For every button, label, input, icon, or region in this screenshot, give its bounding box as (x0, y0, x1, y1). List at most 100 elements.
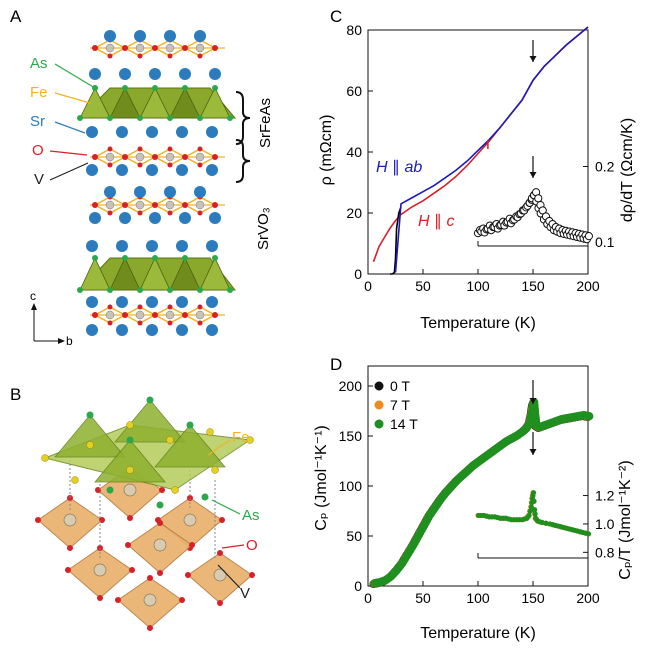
o-atom (152, 45, 158, 51)
fe-tetrahedron (169, 257, 201, 291)
sr-atom (164, 30, 176, 42)
panel-label-a: A (10, 7, 22, 26)
o-atom (67, 545, 73, 551)
o-atom (107, 162, 113, 168)
sr-atom (134, 30, 146, 42)
o-atom (167, 162, 173, 168)
o-atom (197, 210, 203, 216)
panel-label-c: C (330, 7, 342, 26)
o-atom (182, 202, 188, 208)
o-atom (197, 146, 203, 152)
as-atom (186, 421, 194, 429)
as-atom (197, 287, 203, 293)
inset-point (532, 511, 538, 517)
chart-d-plot: 0 50 100 150 200 0 50 100 150 200 0.8 1.0 1.2 (339, 365, 615, 606)
y-tick-label: 0 (354, 578, 362, 594)
sr-atom (164, 186, 176, 198)
sr-atom (116, 324, 128, 336)
sr-atom (146, 240, 158, 252)
inset-point (526, 512, 532, 519)
sr-atom (179, 68, 191, 80)
o-atom (167, 320, 173, 326)
sr-atom (176, 296, 188, 308)
x-tick-label: 0 (364, 590, 372, 606)
o-atom (189, 542, 195, 548)
o-atom (107, 304, 113, 310)
brace-srvo3 (235, 139, 251, 183)
o-atom (159, 487, 165, 493)
sr-atom (146, 324, 158, 336)
o-atom (92, 45, 98, 51)
o-atom (152, 312, 158, 318)
sr-atom (134, 186, 146, 198)
chart-c-inset-ylabel: dρ/dT (Ωcm/K) (619, 118, 636, 222)
fe-tetrahedron (199, 87, 231, 119)
pointer-o (49, 150, 88, 156)
sr-atom (89, 68, 101, 80)
v-atom (105, 200, 115, 210)
o-atom (197, 53, 203, 59)
fe-pyramid (114, 399, 186, 443)
o-atom (122, 202, 128, 208)
sr-atom (176, 126, 188, 138)
sr-atom (206, 296, 218, 308)
sr-atom (86, 164, 98, 176)
v-atom (165, 43, 175, 53)
y-tick-label: 80 (346, 22, 362, 38)
o-atom (217, 600, 223, 606)
o-atom (167, 210, 173, 216)
fe-atom (41, 454, 49, 462)
o-atom (212, 312, 218, 318)
v-atom (183, 513, 197, 527)
v-atom (165, 200, 175, 210)
crystal-structure-drawing (77, 30, 237, 336)
label-b-o: O (246, 537, 258, 554)
sr-atom (104, 186, 116, 198)
inset-point (531, 498, 537, 504)
transition-arrowhead (529, 449, 537, 455)
sr-atom (209, 212, 221, 224)
fe-atom (126, 421, 134, 429)
as-atom (182, 85, 188, 91)
o-atom (97, 595, 103, 601)
panel-b-structure: Fe As O V (35, 396, 260, 631)
v-atom (153, 538, 167, 552)
as-atom (227, 287, 233, 293)
axis-c-label: c (30, 289, 36, 303)
sr-atom (176, 324, 188, 336)
x-tick-label: 200 (576, 278, 600, 294)
inset-point (527, 508, 533, 514)
v-atom (195, 200, 205, 210)
sr-atom (116, 126, 128, 138)
o-atom (167, 146, 173, 152)
chart-c-ylabel: ρ (mΩcm) (318, 115, 335, 186)
fe-tetrahedron (169, 87, 201, 119)
perspective-structure-drawing (35, 396, 255, 631)
sr-atom (176, 164, 188, 176)
sr-atom (116, 164, 128, 176)
o-atom (122, 312, 128, 318)
as-atom (106, 486, 114, 494)
inset-y-tick-label: 0.1 (595, 234, 615, 250)
as-atom (227, 115, 233, 121)
plot-frame (367, 29, 589, 275)
panel-label-b: B (10, 385, 21, 404)
inset-point (539, 519, 545, 526)
o-atom (179, 597, 185, 603)
o-atom (65, 567, 71, 573)
pointer-fe (54, 92, 91, 104)
v-atom (165, 152, 175, 162)
y-tick-label: 50 (346, 528, 362, 544)
v-atom (135, 200, 145, 210)
x-tick-label: 100 (466, 278, 490, 294)
y-tick-label: 60 (346, 83, 362, 99)
as-atom (152, 255, 158, 261)
o-atom (92, 312, 98, 318)
label-b-fe: Fe (232, 429, 250, 446)
sr-atom (206, 164, 218, 176)
chart-c-xlabel: Temperature (K) (420, 315, 536, 332)
label-srvo3: SrVO₃ (255, 207, 272, 250)
v-atom (165, 310, 175, 320)
v-atom (105, 152, 115, 162)
